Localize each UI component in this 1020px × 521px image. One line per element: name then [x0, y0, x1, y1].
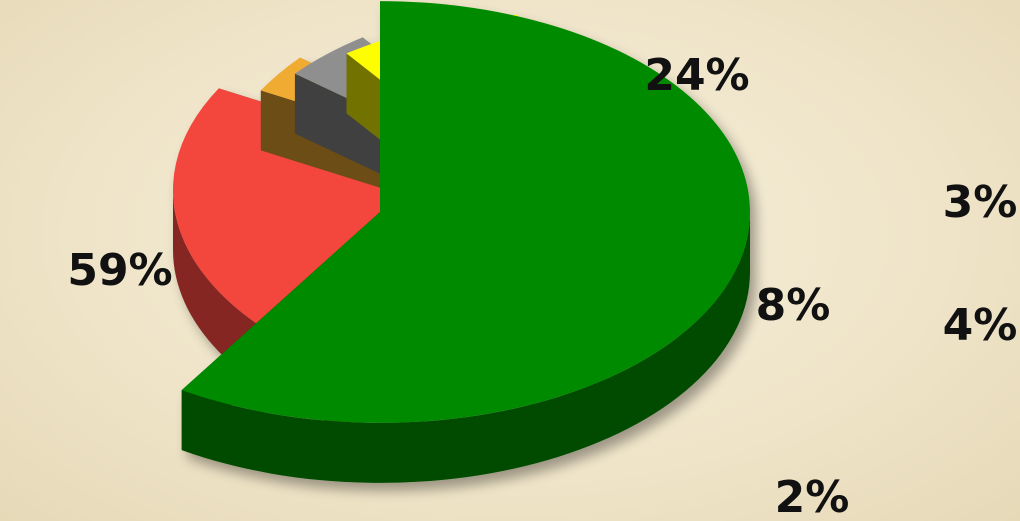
slice-label-4: 4% [943, 300, 1018, 351]
slice-label-6: 2% [775, 472, 850, 521]
slice-label-3: 3% [943, 177, 1018, 228]
pie-slice-1 [181, 1, 751, 483]
slice-label-5: 8% [756, 280, 831, 331]
slice-label-1: 59% [67, 245, 172, 296]
slice-label-2: 24% [644, 50, 749, 101]
